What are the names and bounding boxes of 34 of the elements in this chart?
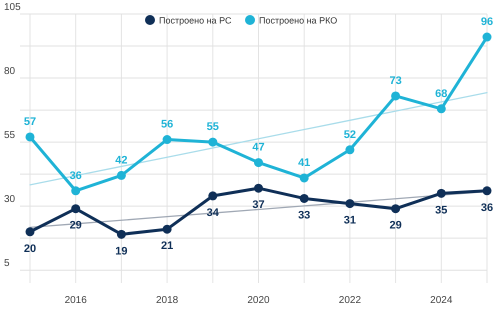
data-label: 29 <box>389 220 402 232</box>
legend-label: Построено на РС <box>159 16 232 26</box>
data-label: 21 <box>160 240 174 252</box>
data-label: 36 <box>70 170 82 182</box>
data-label: 19 <box>115 245 128 258</box>
data-label: 29 <box>70 220 82 232</box>
data-label: 57 <box>24 116 36 128</box>
data-label: 36 <box>480 202 494 214</box>
y-tick-label: 80 <box>4 66 16 78</box>
data-label: 31 <box>344 214 356 227</box>
data-label: 55 <box>206 121 219 134</box>
y-tick-label: 55 <box>4 130 16 142</box>
x-tick-label: 2022 <box>338 295 362 306</box>
x-tick-label: 2018 <box>156 295 179 306</box>
data-label: 41 <box>298 156 310 169</box>
x-tick-label: 2020 <box>247 295 270 306</box>
data-label: 56 <box>160 118 174 131</box>
data-label: 52 <box>344 128 356 141</box>
data-label: 73 <box>389 74 402 87</box>
data-label: 33 <box>298 209 310 222</box>
legend-label: Построено на РКО <box>259 16 338 26</box>
data-label: 47 <box>252 142 265 154</box>
data-label: 68 <box>435 88 448 100</box>
data-label: 35 <box>435 204 448 216</box>
data-label: 96 <box>480 16 494 28</box>
y-tick-label: 105 <box>4 2 22 13</box>
x-tick-label: 2016 <box>64 295 88 306</box>
data-label: 42 <box>115 154 128 166</box>
data-label: 37 <box>252 199 265 212</box>
y-tick-label: 5 <box>4 258 10 270</box>
y-tick-label: 30 <box>4 194 16 206</box>
data-label: 34 <box>206 206 220 219</box>
data-label: 20 <box>24 242 36 255</box>
x-tick-label: 2024 <box>430 295 453 306</box>
